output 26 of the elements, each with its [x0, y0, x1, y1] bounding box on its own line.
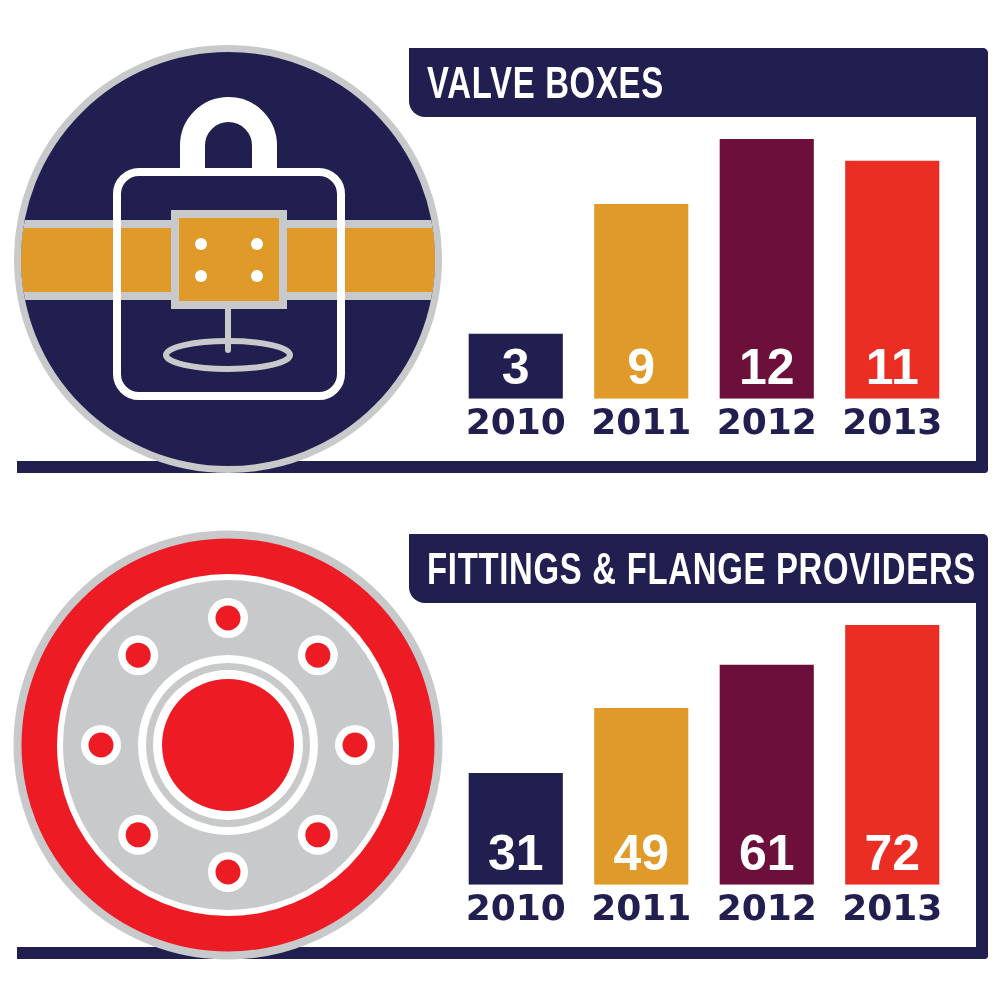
data-label: 3 — [501, 338, 530, 395]
data-label: 49 — [613, 824, 670, 881]
x-tick-label: 2012 — [716, 400, 817, 442]
bar — [468, 333, 563, 399]
x-tick-label: 2010 — [465, 400, 566, 442]
bar — [719, 139, 814, 399]
chart-title: FITTINGS & FLANGE PROVIDERS — [427, 543, 976, 594]
data-label: 72 — [864, 824, 921, 881]
data-label: 11 — [865, 338, 919, 395]
x-tick-label: 2011 — [591, 886, 692, 928]
bar — [594, 203, 689, 399]
data-label: 12 — [738, 338, 795, 395]
chart-title: VALVE BOXES — [427, 57, 664, 108]
x-tick-label: 2012 — [716, 886, 817, 928]
x-tick-label: 2010 — [465, 886, 566, 928]
data-label: 9 — [627, 338, 656, 395]
bar — [845, 625, 940, 885]
bar — [845, 160, 940, 399]
bar — [719, 664, 814, 885]
x-tick-label: 2013 — [842, 400, 943, 442]
bar — [594, 707, 689, 885]
x-tick-label: 2011 — [591, 400, 692, 442]
data-label: 61 — [738, 824, 795, 881]
x-tick-label: 2013 — [842, 886, 943, 928]
data-label: 31 — [487, 824, 544, 881]
bar — [468, 772, 563, 885]
